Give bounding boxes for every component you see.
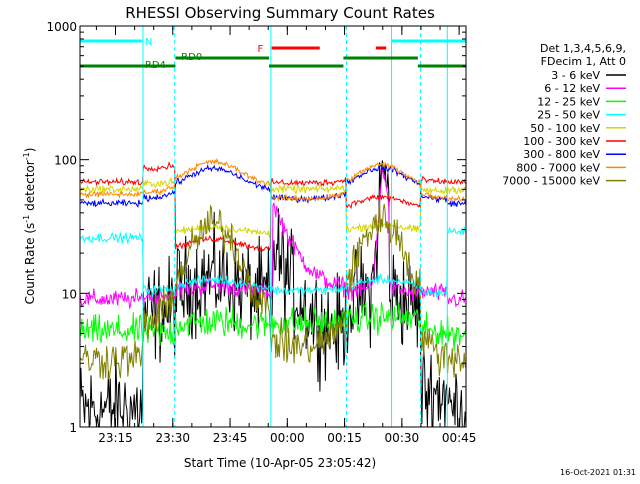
series-line-7 [79, 157, 467, 202]
series-line-0 [79, 160, 467, 428]
series-line-6 [79, 163, 467, 208]
legend-label-0: 3 - 6 keV [551, 69, 600, 82]
series-line-3 [79, 226, 467, 298]
legend-label-1: 6 - 12 keV [544, 82, 600, 95]
y-axis-label-mid: detector [23, 160, 37, 215]
rd0-label: RD0 [181, 52, 202, 63]
y-tick-label: 1 [69, 421, 77, 435]
legend-header-1: Det 1,3,4,5,6,9, [540, 42, 626, 55]
x-tick-label: 23:45 [213, 431, 248, 445]
legend-label-2: 12 - 25 keV [537, 95, 600, 108]
rd4-label: RD4 [145, 60, 166, 71]
x-tick-label: 00:30 [385, 431, 420, 445]
legend-label-5: 100 - 300 keV [523, 135, 600, 148]
series-line-4 [80, 176, 467, 239]
x-axis-label: Start Time (10-Apr-05 23:05:42) [184, 456, 376, 470]
x-tick-label: 23:15 [98, 431, 133, 445]
y-tick-label: 10 [62, 287, 77, 301]
x-tick-label: 23:30 [155, 431, 190, 445]
y-axis-label-sup2: -1 [22, 152, 31, 160]
legend-label-6: 300 - 800 keV [523, 148, 600, 161]
series-line-1 [79, 168, 467, 310]
series-line-8 [79, 199, 467, 380]
y-tick-label: 1000 [46, 20, 77, 34]
x-tick-label: 00:00 [270, 431, 305, 445]
legend-label-7: 800 - 7000 keV [516, 161, 600, 174]
y-axis-label-main: Count Rate (s [23, 223, 37, 305]
plot-frame [79, 25, 467, 428]
footer-date: 16-Oct-2021 01:31 [560, 468, 636, 477]
legend-header-2: FDecim 1, Att 0 [541, 55, 626, 68]
chart-title: RHESSI Observing Summary Count Rates [125, 4, 435, 22]
x-tick-label: 00:45 [442, 431, 477, 445]
flare-label: F [258, 44, 264, 55]
y-tick-label: 100 [54, 154, 77, 168]
legend-label-8: 7000 - 15000 keV [502, 175, 600, 188]
legend-label-3: 25 - 50 keV [537, 109, 600, 122]
y-axis-label: Count Rate (s-1 detector-1) [22, 148, 37, 305]
series-line-5 [79, 161, 467, 253]
legend-label-4: 50 - 100 keV [530, 122, 600, 135]
y-axis-label-end: ) [23, 148, 37, 153]
x-tick-label: 00:15 [327, 431, 362, 445]
y-axis-label-sup1: -1 [22, 215, 31, 223]
night-label: N [145, 37, 152, 48]
